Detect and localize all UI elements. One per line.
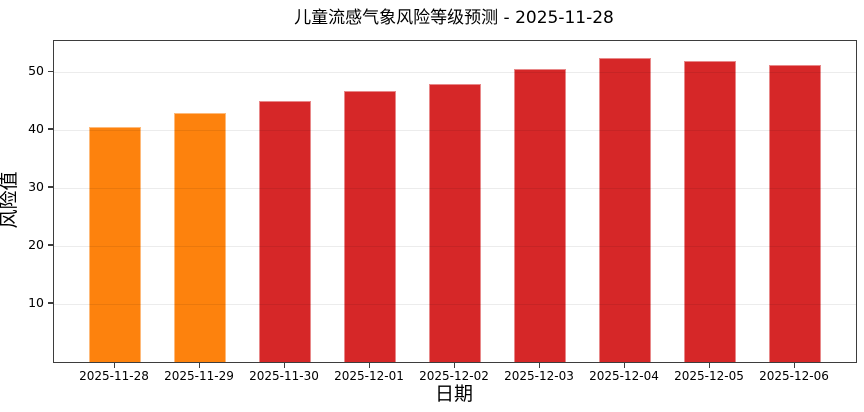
x-tick-mark — [368, 362, 370, 368]
x-tick-mark — [113, 362, 115, 368]
y-tick-mark — [48, 302, 53, 304]
chart-title: 儿童流感气象风险等级预测 - 2025-11-28 — [294, 8, 614, 28]
bar-2025-12-02 — [429, 84, 481, 362]
x-tick-mark — [538, 362, 540, 368]
x-tick-label: 2025-12-03 — [504, 369, 574, 383]
bar-2025-12-05 — [684, 61, 736, 362]
x-tick-label: 2025-11-28 — [79, 369, 149, 383]
x-tick-label: 2025-12-02 — [419, 369, 489, 383]
y-tick-label: 20 — [28, 237, 44, 253]
bar-2025-12-03 — [514, 69, 566, 362]
x-tick-mark — [708, 362, 710, 368]
y-tick-mark — [48, 128, 53, 130]
y-tick-mark — [48, 244, 53, 246]
y-tick-label: 40 — [28, 121, 44, 137]
gridline — [54, 187, 856, 189]
x-tick-mark — [793, 362, 795, 368]
x-tick-mark — [623, 362, 625, 368]
plot-area — [53, 40, 857, 363]
x-tick-label: 2025-12-06 — [759, 369, 829, 383]
gridline — [54, 303, 856, 305]
x-tick-label: 2025-12-01 — [334, 369, 404, 383]
x-tick-mark — [198, 362, 200, 368]
y-tick-label: 50 — [28, 63, 44, 79]
bar-2025-11-30 — [259, 101, 311, 362]
y-axis-label: 风险值 — [0, 171, 20, 229]
gridline — [54, 71, 856, 73]
gridline — [54, 245, 856, 247]
x-tick-mark — [453, 362, 455, 368]
x-tick-label: 2025-11-30 — [249, 369, 319, 383]
bar-2025-12-04 — [599, 58, 651, 362]
y-tick-label: 10 — [28, 295, 44, 311]
x-tick-label: 2025-12-04 — [589, 369, 659, 383]
x-tick-mark — [283, 362, 285, 368]
bar-2025-11-29 — [174, 113, 226, 362]
x-tick-label: 2025-12-05 — [674, 369, 744, 383]
y-tick-label: 30 — [28, 179, 44, 195]
bar-2025-12-01 — [344, 91, 396, 362]
x-tick-label: 2025-11-29 — [164, 369, 234, 383]
bar-2025-12-06 — [769, 65, 821, 362]
y-tick-mark — [48, 70, 53, 73]
bar-2025-11-28 — [89, 127, 141, 362]
x-axis-label: 日期 — [434, 383, 473, 405]
y-tick-mark — [48, 186, 53, 188]
gridline — [54, 129, 856, 131]
